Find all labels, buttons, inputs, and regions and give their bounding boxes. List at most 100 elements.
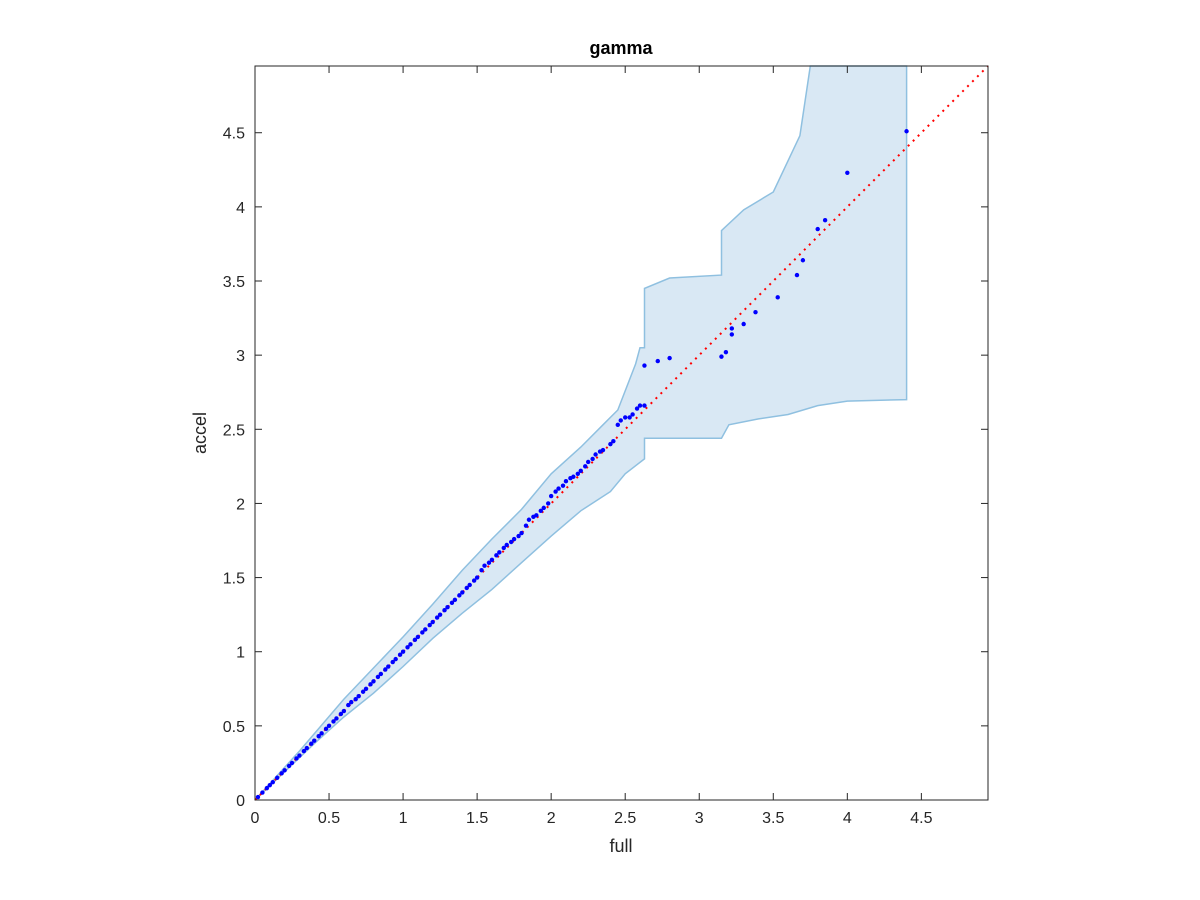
data-point xyxy=(323,726,329,732)
data-point xyxy=(519,530,524,536)
x-tick-label: 3 xyxy=(695,810,704,827)
y-tick-label: 1 xyxy=(236,645,245,662)
data-point xyxy=(289,760,295,766)
data-point xyxy=(486,560,492,565)
data-point xyxy=(437,612,443,617)
data-point xyxy=(270,780,275,785)
data-point xyxy=(611,438,616,444)
x-tick-label: 4 xyxy=(843,810,852,827)
data-point xyxy=(504,542,509,548)
data-point xyxy=(427,622,432,628)
x-tick-label: 4.5 xyxy=(910,810,932,827)
data-point xyxy=(516,533,521,539)
data-point xyxy=(460,590,465,595)
data-point xyxy=(356,694,361,699)
data-point xyxy=(282,768,287,773)
data-point xyxy=(264,785,270,791)
data-point xyxy=(534,513,539,518)
data-point xyxy=(630,412,635,417)
axes-box xyxy=(254,65,989,801)
data-point xyxy=(578,468,583,474)
data-point xyxy=(386,664,391,669)
data-point xyxy=(434,615,440,620)
data-point xyxy=(585,459,591,465)
x-axis-ticks: 0 0.5 1 1.5 2 2.5 3 3.5 4 4.5 xyxy=(251,66,933,827)
data-point xyxy=(423,627,428,632)
data-point xyxy=(294,756,299,761)
data-point xyxy=(655,358,660,364)
data-point xyxy=(457,593,462,598)
data-point xyxy=(338,711,344,717)
data-point xyxy=(378,671,384,677)
data-point xyxy=(489,557,495,562)
data-point xyxy=(526,517,532,522)
y-tick-label: 2 xyxy=(236,496,245,513)
data-point xyxy=(508,539,514,545)
data-point xyxy=(360,689,366,694)
data-point xyxy=(571,474,576,479)
data-point xyxy=(815,226,820,232)
data-point xyxy=(301,748,307,754)
data-point xyxy=(479,567,484,573)
data-point xyxy=(415,634,421,640)
y-tick-label: 1.5 xyxy=(223,571,245,588)
x-tick-label: 3.5 xyxy=(762,810,784,827)
data-point xyxy=(304,745,310,751)
x-axis-label: full xyxy=(609,836,632,856)
data-point xyxy=(608,441,613,447)
data-point xyxy=(412,637,418,643)
y-tick-label: 3.5 xyxy=(223,274,245,291)
data-point xyxy=(494,553,499,558)
data-point xyxy=(541,505,546,511)
data-point xyxy=(363,686,369,691)
data-point xyxy=(319,731,324,736)
data-point xyxy=(312,738,317,743)
y-tick-label: 0 xyxy=(236,793,245,810)
data-point xyxy=(309,741,314,746)
data-point xyxy=(445,605,450,610)
data-point xyxy=(349,699,354,705)
data-point xyxy=(741,321,746,327)
data-point xyxy=(719,354,724,359)
data-point xyxy=(467,582,472,588)
y-tick-label: 4 xyxy=(236,200,245,217)
data-point xyxy=(723,349,729,355)
data-point xyxy=(538,508,543,514)
x-tick-label: 2.5 xyxy=(614,810,636,827)
data-point xyxy=(845,170,850,175)
data-point xyxy=(297,753,302,758)
data-point xyxy=(634,406,640,411)
data-point xyxy=(800,258,806,263)
data-point xyxy=(904,129,909,134)
data-point xyxy=(511,536,517,542)
reference-line-group xyxy=(254,65,989,801)
y-tick-label: 0.5 xyxy=(223,719,245,736)
data-point xyxy=(405,645,410,650)
data-point xyxy=(255,794,261,800)
data-point xyxy=(753,309,758,315)
data-point xyxy=(575,471,581,476)
data-point xyxy=(775,295,780,300)
chart-title: gamma xyxy=(589,38,653,58)
data-point xyxy=(408,642,413,647)
data-point xyxy=(497,550,502,555)
y-tick-label: 2.5 xyxy=(223,422,245,439)
data-point xyxy=(482,563,487,568)
data-point xyxy=(623,415,628,420)
reference-line xyxy=(254,65,989,801)
data-point xyxy=(449,600,455,605)
data-point xyxy=(600,447,606,453)
y-axis-label: accel xyxy=(190,412,210,454)
data-point xyxy=(260,790,265,795)
data-point xyxy=(442,607,447,613)
x-tick-label: 1.5 xyxy=(466,810,488,827)
data-point xyxy=(400,649,406,654)
data-point xyxy=(267,782,273,788)
data-point xyxy=(390,659,395,665)
data-point xyxy=(523,523,529,528)
data-point xyxy=(618,418,623,423)
data-point xyxy=(346,702,351,708)
data-point xyxy=(615,422,620,428)
data-point xyxy=(316,734,321,739)
